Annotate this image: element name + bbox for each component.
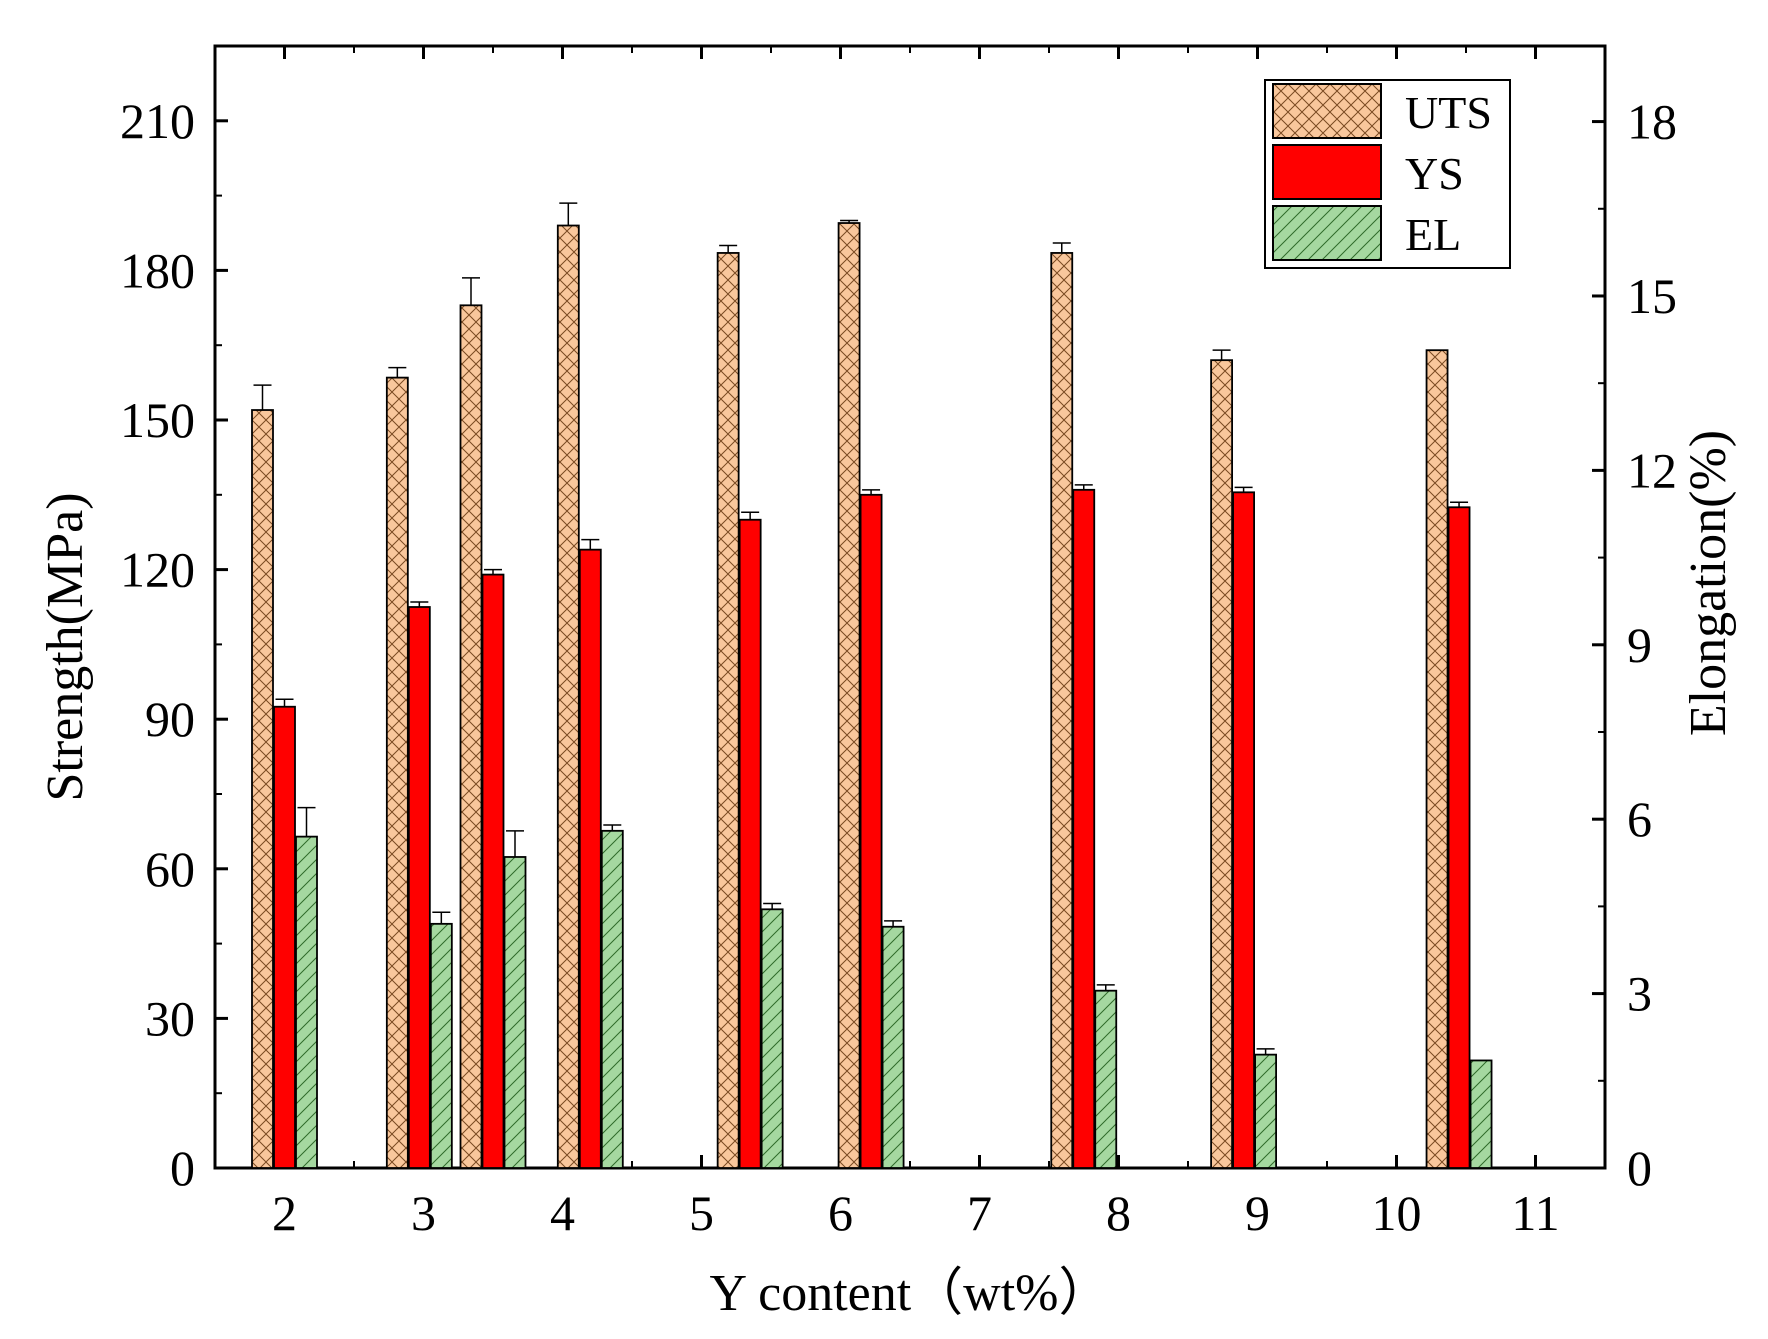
bar-el [503, 856, 527, 1169]
right-tick-label: 12 [1627, 442, 1677, 498]
bar-ys [738, 518, 762, 1169]
right-tick-label: 15 [1627, 268, 1677, 324]
x-axis: 2 3 4 5 6 7 8 9 10 11 [272, 46, 1560, 1241]
x-tick-label: 5 [689, 1185, 714, 1241]
bar-uts [385, 376, 409, 1169]
bar-ys [1072, 488, 1096, 1169]
x-tick-label: 10 [1372, 1185, 1422, 1241]
bar-el [1254, 1053, 1277, 1169]
right-y-axis: 0 3 6 9 12 15 18 [1592, 94, 1677, 1196]
right-tick-label: 3 [1627, 966, 1652, 1022]
bars [251, 202, 1493, 1169]
x-tick-label: 11 [1511, 1185, 1559, 1241]
bar-el [1469, 1059, 1493, 1169]
bar-ys [859, 493, 883, 1169]
legend-label-el: EL [1405, 209, 1461, 260]
bar-ys [1447, 506, 1471, 1169]
bar-el [1094, 989, 1118, 1169]
bar-el [429, 922, 453, 1169]
left-y-axis-title: Strength(MPa) [37, 492, 94, 801]
left-tick-label: 180 [120, 242, 195, 298]
bar-uts [1050, 252, 1074, 1169]
left-tick-label: 90 [145, 691, 195, 747]
left-y-axis: 0 30 60 90 120 150 180 210 [120, 93, 228, 1196]
x-tick-label: 8 [1106, 1185, 1131, 1241]
legend: UTS YS EL [1264, 79, 1511, 269]
bar-uts [251, 409, 274, 1169]
left-tick-label: 60 [145, 841, 195, 897]
bar-ys [407, 606, 431, 1169]
left-tick-label: 150 [120, 392, 195, 448]
right-y-axis-title: Elongation(%) [1680, 430, 1737, 736]
bar-el [600, 829, 624, 1169]
left-tick-label: 0 [170, 1140, 195, 1196]
bar-uts [716, 252, 740, 1169]
left-tick-label: 120 [120, 542, 195, 598]
bar-uts [459, 304, 483, 1169]
bar-ys [273, 705, 296, 1169]
left-tick-label: 210 [120, 93, 195, 149]
bar-uts [837, 222, 861, 1169]
bar-uts [556, 224, 580, 1169]
right-tick-label: 6 [1627, 791, 1652, 847]
left-tick-label: 30 [145, 990, 195, 1046]
bar-el [295, 835, 318, 1169]
right-tick-label: 18 [1627, 94, 1677, 150]
bar-el [760, 908, 784, 1169]
right-tick-label: 0 [1627, 1140, 1652, 1196]
legend-swatch-el [1272, 205, 1382, 261]
x-tick-label: 9 [1245, 1185, 1270, 1241]
x-tick-label: 2 [272, 1185, 297, 1241]
bar-ys [481, 573, 505, 1169]
bar-ys [1232, 491, 1255, 1169]
x-tick-label: 6 [828, 1185, 853, 1241]
x-tick-label: 4 [550, 1185, 575, 1241]
bar-uts [1425, 349, 1449, 1169]
x-tick-label: 7 [967, 1185, 992, 1241]
x-axis-title: Y content（wt%） [710, 1265, 1111, 1322]
bar-ys [578, 548, 602, 1169]
legend-label-uts: UTS [1405, 87, 1492, 138]
legend-swatch-uts [1272, 83, 1382, 139]
right-tick-label: 9 [1627, 617, 1652, 673]
x-tick-label: 3 [411, 1185, 436, 1241]
legend-swatch-ys [1272, 144, 1382, 200]
legend-label-ys: YS [1405, 148, 1464, 199]
bar-uts [1210, 359, 1233, 1169]
bar-el [881, 925, 905, 1169]
